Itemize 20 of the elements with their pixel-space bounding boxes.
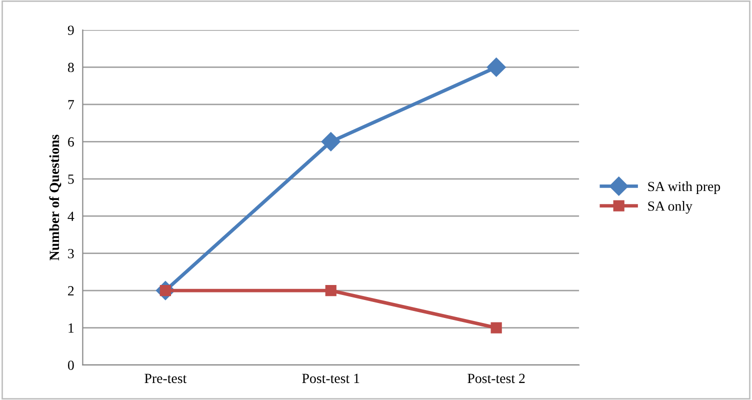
point (321, 132, 340, 152)
y-tick-label: 9 (68, 26, 74, 35)
y-tick-label: 6 (68, 137, 74, 147)
legend-label: SA with prep (648, 181, 720, 194)
point (490, 322, 502, 334)
y-tick-label: 2 (68, 286, 74, 296)
y-tick-label: 8 (68, 62, 74, 72)
point (325, 285, 336, 296)
y-tick-label: 3 (68, 248, 74, 258)
x-tick-label: Post-test 2 (468, 374, 525, 384)
y-tick-label: 1 (68, 323, 74, 333)
legend-label: SA only (648, 201, 692, 214)
y-tick-label: 5 (68, 174, 74, 184)
y-tick-label: 0 (68, 360, 74, 370)
y-tick-label: 4 (68, 212, 74, 221)
x-tick-label: Post-test 1 (302, 374, 360, 384)
x-tick-label: Pre-test (144, 374, 187, 384)
point (486, 58, 506, 77)
y-tick-label: 7 (68, 100, 74, 110)
y-axis-title: Number of Questions (49, 134, 62, 260)
